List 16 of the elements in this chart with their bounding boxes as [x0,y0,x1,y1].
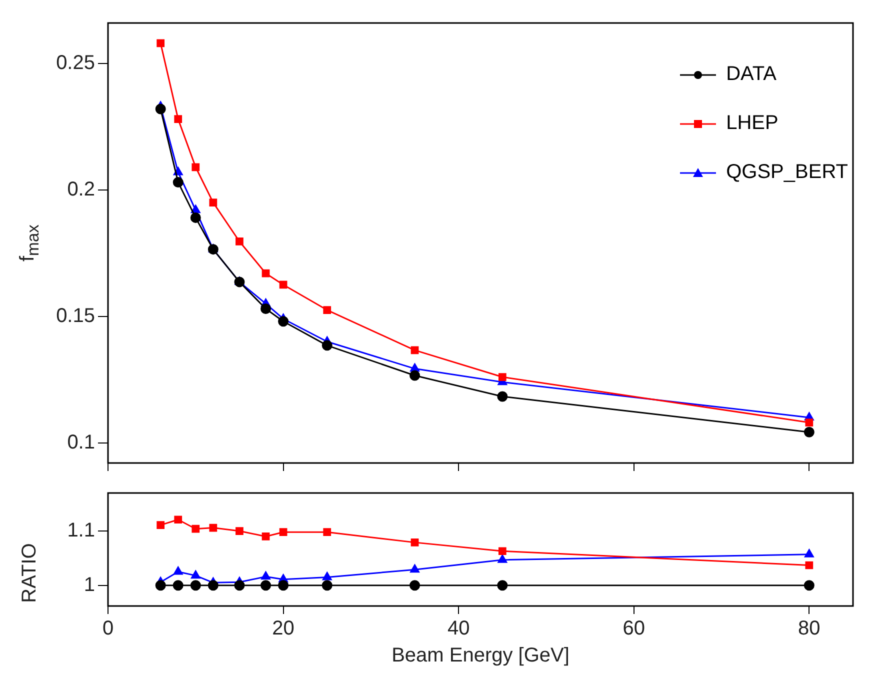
y-axis-title: RATIO [18,543,42,603]
y-tick-label: 0.25 [56,52,95,74]
y-tick-label: 0.1 [67,431,95,454]
x-tick-label: 60 [622,618,646,640]
x-tick-label: 80 [798,618,820,640]
y-tick-label: 1.1 [67,520,95,542]
legend-label: DATA [726,63,776,86]
x-axis-title: Beam Energy [GeV] [392,644,570,667]
y-tick-label: 0.15 [56,304,95,327]
y-tick-label: 0.2 [67,178,95,200]
x-tick-label: 20 [272,618,294,640]
legend-label: QGSP_BERT [726,161,848,184]
y-tick-label: 1 [84,574,95,596]
legend-label: LHEP [726,112,778,135]
x-tick-label: 40 [447,618,470,640]
x-tick-label: 0 [102,618,114,640]
